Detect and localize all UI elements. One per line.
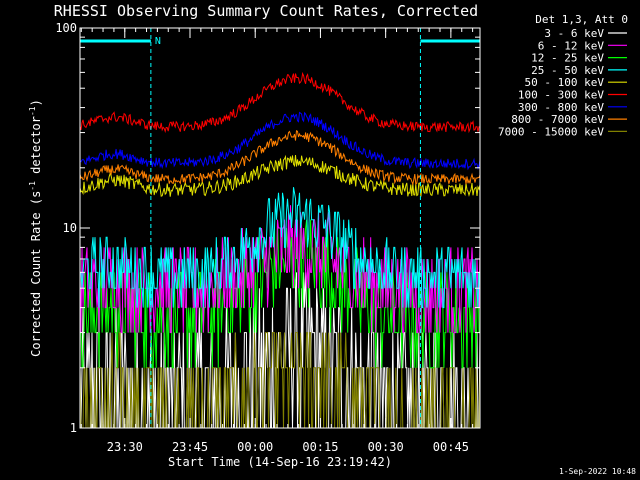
y-tick-label: 1 bbox=[70, 421, 77, 435]
legend-entry-label: 25 - 50 keV bbox=[531, 64, 604, 77]
y-axis-label: Corrected Count Rate (s-1 detector-1) bbox=[28, 99, 43, 357]
series-line bbox=[80, 130, 480, 186]
y-tick-label: 10 bbox=[63, 221, 77, 235]
y-axis: 1 10 100 bbox=[55, 21, 480, 435]
legend-entry-label: 6 - 12 keV bbox=[538, 39, 605, 52]
plot-area: N 1 10 100 23:30 23:45 00:00 00:15 00:30 00:45 bbox=[55, 21, 481, 454]
legend-entry-label: 100 - 300 keV bbox=[518, 89, 604, 102]
legend-entry-label: 7000 - 15000 keV bbox=[498, 125, 604, 138]
series-line bbox=[80, 154, 480, 197]
x-axis: 23:30 23:45 00:00 00:15 00:30 00:45 bbox=[80, 28, 474, 454]
x-tick-label: 00:00 bbox=[237, 440, 273, 454]
night-label: N bbox=[155, 36, 161, 47]
x-tick-label: 00:45 bbox=[433, 440, 469, 454]
chart-title: RHESSI Observing Summary Count Rates, Co… bbox=[54, 2, 478, 20]
legend-header: Det 1,3, Att 0 bbox=[535, 13, 628, 26]
legend-entry-label: 50 - 100 keV bbox=[525, 76, 605, 89]
timestamp-footer: 1-Sep-2022 10:48 bbox=[559, 467, 636, 476]
legend-entry-label: 3 - 6 keV bbox=[544, 27, 604, 40]
x-tick-label: 23:30 bbox=[107, 440, 143, 454]
x-tick-label: 00:15 bbox=[302, 440, 338, 454]
x-axis-label: Start Time (14-Sep-16 23:19:42) bbox=[168, 455, 392, 469]
legend-entry-label: 12 - 25 keV bbox=[531, 52, 604, 65]
legend-entry-label: 300 - 800 keV bbox=[518, 101, 604, 114]
series-line bbox=[80, 111, 480, 171]
series-line bbox=[80, 71, 480, 134]
y-tick-label: 100 bbox=[55, 21, 77, 35]
x-tick-label: 00:30 bbox=[368, 440, 404, 454]
legend-entry-label: 800 - 7000 keV bbox=[511, 113, 604, 126]
series-layer bbox=[80, 71, 480, 428]
series-line bbox=[80, 187, 480, 309]
x-tick-label: 23:45 bbox=[172, 440, 208, 454]
